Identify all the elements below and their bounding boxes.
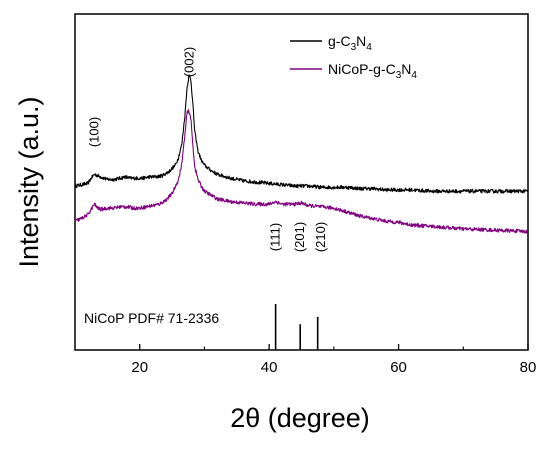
series-line-1 [74,109,529,234]
plot-frame [74,13,529,351]
x-tick-label-0: 20 [131,359,148,376]
x-tick-label-2: 60 [390,359,407,376]
axes-frame [74,13,529,351]
peak-label-2: (111) [268,223,283,251]
peak-label-1: (002) [182,47,197,77]
legend-entry-0: g-C3N4 [328,33,372,53]
series-line-0 [74,74,529,194]
reference-pattern: NiCoP PDF# 71-2336 [84,304,319,350]
peak-labels: (100) (002) (111) (201) (210) [86,47,328,252]
series-layer [74,74,529,234]
legend: g-C3N4 NiCoP-g-C3N4 [290,33,417,81]
x-tick-label-1: 40 [261,359,278,376]
peak-label-3: (201) [292,222,307,252]
x-axis-label: 2θ (degree) [230,403,370,433]
y-axis-label: Intensity (a.u.) [14,96,44,267]
peak-label-0: (100) [86,117,101,147]
x-ticks: 20 40 60 80 [131,344,536,376]
x-tick-label-3: 80 [520,359,537,376]
reference-label: NiCoP PDF# 71-2336 [84,310,219,326]
legend-entry-1: NiCoP-g-C3N4 [328,61,417,81]
peak-label-4: (210) [313,222,328,252]
